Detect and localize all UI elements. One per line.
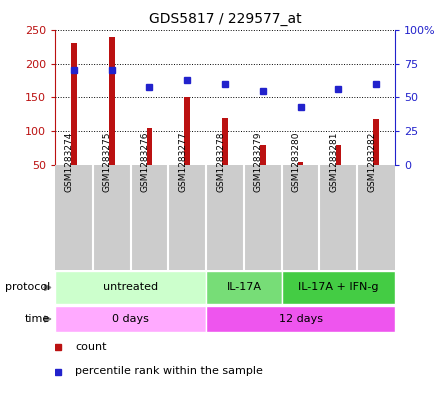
Bar [222,118,228,165]
Bar [206,306,395,332]
Text: IL-17A: IL-17A [227,283,261,292]
Bar [184,97,190,165]
Bar [147,128,152,165]
Text: 12 days: 12 days [279,314,323,324]
Bar [373,119,379,165]
Text: protocol: protocol [5,283,50,292]
Bar [71,44,77,165]
Bar [55,271,206,304]
Bar [55,306,206,332]
Bar [298,162,304,165]
Bar [336,145,341,165]
Title: GDS5817 / 229577_at: GDS5817 / 229577_at [149,12,301,26]
Bar [206,271,282,304]
Bar [109,37,114,165]
Text: untreated: untreated [103,283,158,292]
Text: IL-17A + IFN-g: IL-17A + IFN-g [298,283,378,292]
Text: count: count [75,342,107,352]
Bar [282,271,395,304]
Text: time: time [25,314,50,324]
Text: 0 days: 0 days [112,314,149,324]
Bar [260,145,266,165]
Text: percentile rank within the sample: percentile rank within the sample [75,367,263,376]
